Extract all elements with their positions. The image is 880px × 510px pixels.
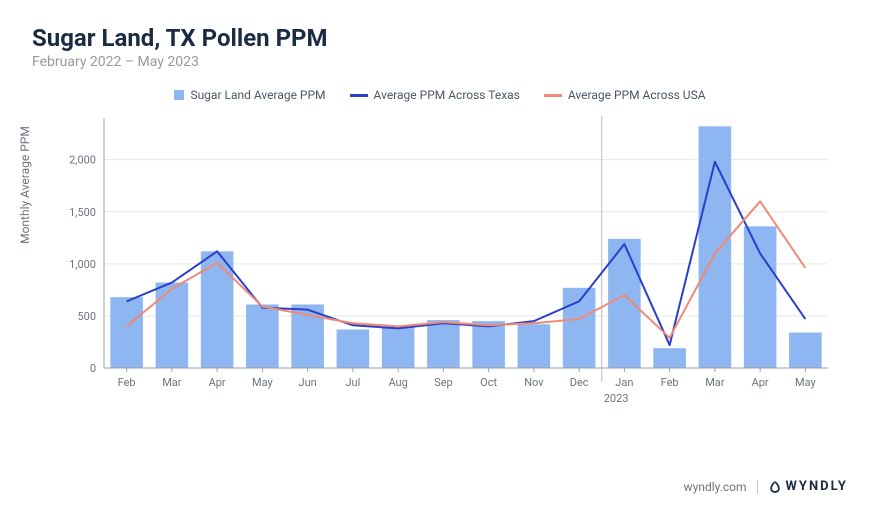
bar [653, 348, 686, 368]
legend-item: Average PPM Across Texas [350, 88, 520, 102]
bar [156, 283, 189, 368]
bar [337, 329, 370, 368]
legend-line-swatch [350, 94, 368, 97]
bar [789, 333, 822, 368]
legend-label: Average PPM Across USA [568, 88, 706, 102]
brand-name: WYNDLY [786, 479, 848, 494]
chart-svg: 0 500 1,000 1,500 2,000 2023 Feb Mar Apr May Jun Ju… [32, 108, 848, 414]
brand: WYNDLY [768, 479, 848, 494]
bar [427, 320, 460, 368]
legend-line-swatch [544, 94, 562, 97]
bar [382, 326, 415, 368]
svg-text:Apr: Apr [752, 376, 769, 389]
svg-text:1,000: 1,000 [69, 258, 96, 271]
chart-area: Monthly Average PPM 05001,0001,5002,0002… [32, 108, 848, 473]
bar [246, 304, 279, 368]
svg-text:Mar: Mar [705, 376, 725, 389]
leaf-icon [768, 480, 782, 494]
svg-text:Feb: Feb [118, 376, 136, 389]
bar [110, 297, 143, 368]
bar [744, 226, 777, 368]
svg-text:Oct: Oct [480, 376, 497, 389]
svg-text:Sep: Sep [434, 376, 453, 389]
svg-text:Jan: Jan [615, 376, 633, 389]
svg-text:500: 500 [77, 310, 96, 323]
footer-divider [757, 480, 758, 494]
svg-text:Mar: Mar [162, 376, 182, 389]
legend-item: Sugar Land Average PPM [174, 88, 325, 102]
bar [518, 324, 551, 368]
legend-label: Sugar Land Average PPM [190, 88, 325, 102]
svg-text:2023: 2023 [604, 392, 629, 405]
legend-label: Average PPM Across Texas [374, 88, 520, 102]
svg-text:May: May [252, 376, 274, 389]
legend-item: Average PPM Across USA [544, 88, 706, 102]
svg-text:Apr: Apr [209, 376, 226, 389]
footer: wyndly.com WYNDLY [32, 473, 848, 494]
y-axis-label: Monthly Average PPM [18, 126, 32, 244]
chart-title: Sugar Land, TX Pollen PPM [32, 24, 848, 52]
svg-text:Dec: Dec [570, 376, 589, 389]
svg-text:Feb: Feb [661, 376, 679, 389]
footer-url: wyndly.com [684, 480, 747, 494]
svg-text:Jun: Jun [299, 376, 317, 389]
svg-text:0: 0 [90, 362, 96, 375]
svg-text:May: May [795, 376, 817, 389]
svg-text:Jul: Jul [345, 376, 360, 389]
chart-subtitle: February 2022 – May 2023 [32, 54, 848, 70]
svg-text:Aug: Aug [388, 376, 407, 389]
bar [472, 321, 505, 368]
legend-bar-swatch [174, 90, 184, 100]
svg-text:1,500: 1,500 [69, 206, 96, 219]
legend: Sugar Land Average PPM Average PPM Across… [32, 88, 848, 102]
svg-text:2,000: 2,000 [69, 154, 96, 167]
svg-text:Nov: Nov [524, 376, 544, 389]
